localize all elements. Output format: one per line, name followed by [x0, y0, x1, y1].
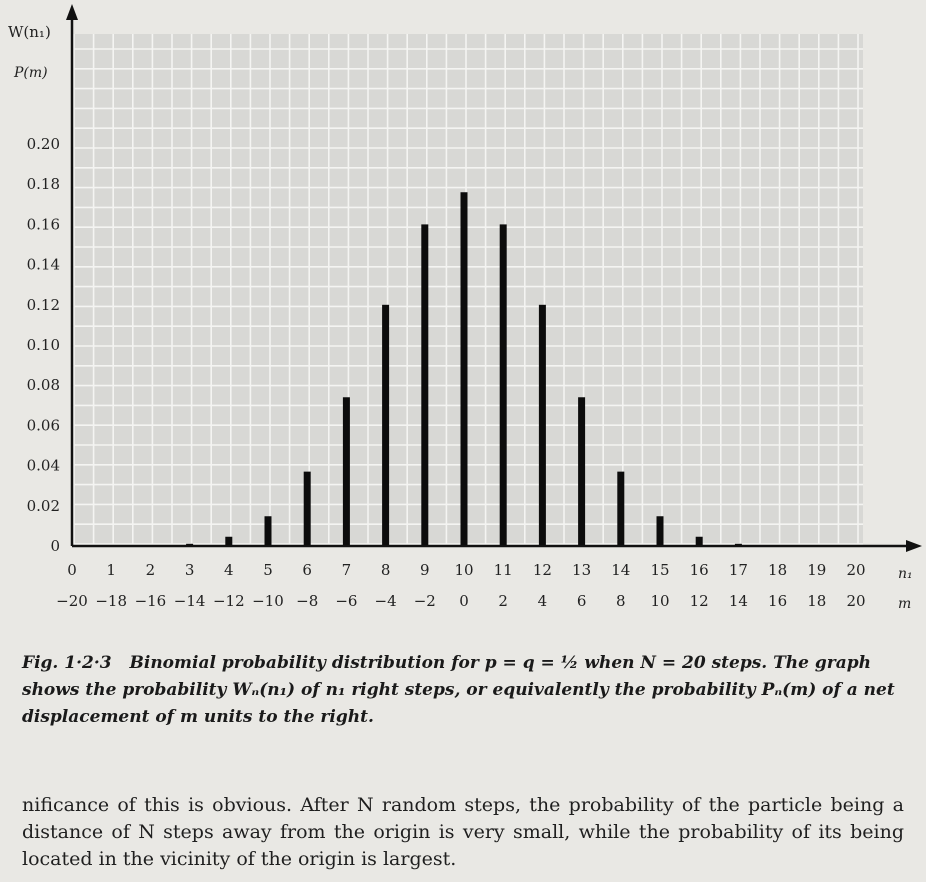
plot-background [74, 34, 863, 544]
m-tick-label: −2 [414, 592, 436, 610]
bar-n1-8 [382, 304, 390, 546]
y-tick-label: 0.06 [27, 416, 60, 434]
m-tick-label: −12 [213, 592, 245, 610]
m-tick-label: 10 [650, 592, 669, 610]
n1-tick-label: 12 [533, 561, 552, 579]
n1-tick-label: 20 [846, 561, 865, 579]
m-tick-label: −8 [296, 592, 318, 610]
bars [186, 192, 742, 547]
y-tick-label: 0.12 [27, 296, 60, 314]
m-tick-label: 0 [459, 592, 469, 610]
y-tick-label: 0.16 [27, 215, 60, 233]
bar-n1-11 [499, 224, 507, 546]
m-tick-label: 6 [577, 592, 587, 610]
m-tick-label: 2 [498, 592, 508, 610]
y-tick-labels: 0 0.02 0.04 0.06 0.08 0.10 0.12 0.14 0.16 0.18 0.2… [27, 135, 60, 555]
n1-tick-label: 2 [146, 561, 156, 579]
n1-tick-label: 10 [454, 561, 473, 579]
n1-tick-label: 8 [381, 561, 391, 579]
bar-n1-15 [656, 516, 664, 546]
n1-tick-label: 5 [263, 561, 273, 579]
m-tick-label: 20 [846, 592, 865, 610]
bar-n1-4 [225, 536, 233, 546]
n1-tick-label: 15 [650, 561, 669, 579]
n1-tick-label: 7 [342, 561, 352, 579]
m-tick-label: 18 [807, 592, 826, 610]
n1-tick-label: 17 [729, 561, 748, 579]
y-tick-label: 0.04 [27, 457, 60, 475]
n1-tick-label: 19 [807, 561, 826, 579]
m-tick-label: 4 [538, 592, 548, 610]
m-tick-label: −16 [135, 592, 167, 610]
n1-tick-label: 0 [67, 561, 77, 579]
x-axis-label-n1: n₁ [898, 566, 913, 582]
y-tick-label: 0.20 [27, 135, 60, 153]
m-tick-label: −14 [174, 592, 206, 610]
bar-n1-9 [421, 224, 429, 546]
m-tick-label: 14 [729, 592, 748, 610]
m-tick-labels: −20 −18 −16 −14 −12 −10 −8 −6 −4 −2 0 2 4 6 8 10 12 14 16 1… [56, 592, 865, 610]
m-tick-label: −10 [252, 592, 284, 610]
n1-tick-label: 18 [768, 561, 787, 579]
figure-label: Fig. 1·2·3 [22, 653, 112, 673]
axes [66, 4, 922, 552]
bar-n1-5 [264, 516, 272, 546]
n1-tick-label: 11 [494, 561, 513, 579]
y-tick-label: 0.14 [27, 256, 60, 274]
n1-tick-labels: 0 1 2 3 4 5 6 7 8 9 10 11 12 13 14 15 16 17 18 19 20 [67, 561, 865, 579]
x-axis-label-m: m [898, 596, 911, 612]
n1-tick-label: 13 [572, 561, 591, 579]
y-tick-label: 0 [50, 537, 60, 555]
bar-n1-7 [342, 397, 350, 546]
m-tick-label: −4 [375, 592, 397, 610]
binomial-chart: W(n₁) P(m) n₁ m 0 0.02 0.04 0.06 0.08 0.10 0.1… [8, 4, 922, 612]
n1-tick-label: 16 [690, 561, 709, 579]
bar-n1-10 [460, 192, 468, 547]
y-tick-label: 0.18 [27, 175, 60, 193]
bar-n1-12 [538, 304, 546, 546]
n1-tick-label: 3 [185, 561, 195, 579]
m-tick-label: −20 [56, 592, 88, 610]
y-tick-label: 0.02 [27, 497, 60, 515]
n1-tick-label: 6 [302, 561, 312, 579]
x-axis-arrow [906, 540, 922, 552]
y-axis-arrow [66, 4, 78, 20]
m-tick-label: −6 [335, 592, 357, 610]
m-tick-label: 8 [616, 592, 626, 610]
m-tick-label: 16 [768, 592, 787, 610]
y-tick-label: 0.10 [27, 336, 60, 354]
n1-tick-label: 1 [106, 561, 116, 579]
bar-n1-14 [617, 471, 625, 546]
bar-n1-6 [303, 471, 311, 546]
n1-tick-label: 9 [420, 561, 430, 579]
bar-n1-13 [578, 397, 586, 546]
grid [73, 34, 863, 545]
n1-tick-label: 4 [224, 561, 234, 579]
y-axis-label-p: P(m) [13, 65, 48, 81]
figure-caption: Fig. 1·2·3 Binomial probability distribu… [22, 650, 902, 731]
m-tick-label: −18 [95, 592, 127, 610]
bar-n1-16 [695, 536, 703, 546]
n1-tick-label: 14 [611, 561, 630, 579]
m-tick-label: 12 [690, 592, 709, 610]
y-tick-label: 0.08 [27, 376, 60, 394]
y-axis-label-w: W(n₁) [8, 23, 51, 41]
body-paragraph: nificance of this is obvious. After N ra… [22, 794, 904, 870]
caption-text: Binomial probability distribution for p … [22, 653, 895, 727]
